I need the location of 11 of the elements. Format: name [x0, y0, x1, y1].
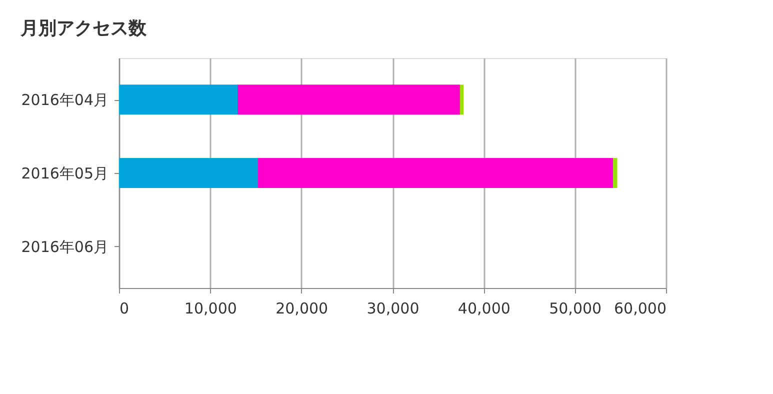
y-tick-label: 2016年05月: [21, 164, 108, 182]
x-tick-label: 50,000: [549, 300, 602, 318]
x-tick-label: 60,000: [614, 300, 666, 318]
x-tick-label: 0: [120, 300, 130, 318]
x-tick-label: 10,000: [184, 300, 237, 318]
y-tick-label: 2016年04月: [21, 91, 108, 110]
x-tick-label: 30,000: [366, 300, 420, 318]
y-tick-label: 2016年06月: [21, 238, 108, 256]
chart-title: 月別アクセス数: [20, 18, 148, 39]
x-tick-label: 40,000: [458, 300, 510, 318]
x-tick-label: 20,000: [276, 300, 328, 318]
